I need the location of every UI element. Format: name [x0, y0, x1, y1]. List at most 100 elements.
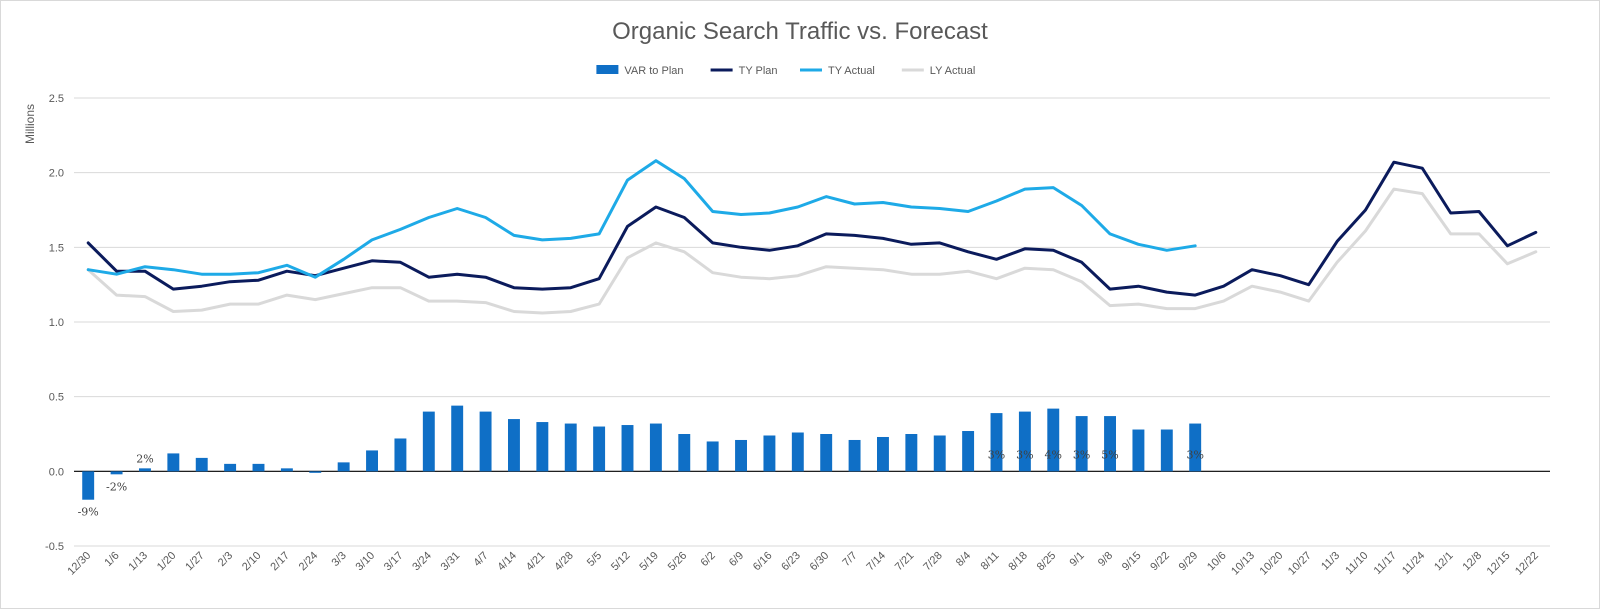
y-axis-label: Millions — [23, 104, 37, 144]
legend-item-var-to-plan: VAR to Plan — [596, 65, 684, 77]
x-tick-label: 10/13 — [1229, 550, 1257, 578]
bar-8-11 — [990, 413, 1003, 472]
x-tick-label: 2/3 — [216, 550, 235, 569]
bar-12-30 — [82, 471, 95, 500]
x-tick-label: 3/24 — [410, 550, 434, 574]
bar-9-15 — [1132, 429, 1145, 472]
x-tick-label: 9/15 — [1120, 550, 1144, 574]
data-label: -9% — [78, 506, 99, 519]
x-tick-label: 7/21 — [893, 550, 917, 574]
x-tick-label: 5/12 — [609, 550, 633, 574]
x-tick-label: 5/5 — [585, 550, 604, 569]
data-label: 2% — [136, 452, 153, 465]
bar-5-12 — [621, 425, 634, 472]
bar-4-14 — [508, 419, 520, 472]
x-tick-label: 8/25 — [1035, 550, 1059, 574]
x-tick-label: 1/13 — [126, 550, 150, 574]
y-tick-label: 1.5 — [49, 242, 64, 254]
bar-1-13 — [139, 468, 151, 472]
line-ty-actual — [86, 159, 1197, 279]
x-tick-label: 3/31 — [439, 550, 463, 574]
x-tick-label: 3/10 — [354, 550, 378, 574]
bar-7-28 — [933, 435, 946, 472]
x-tick-label: 10/6 — [1205, 550, 1229, 574]
x-tick-label: 1/20 — [155, 550, 179, 574]
data-label: 5% — [1101, 448, 1118, 461]
data-label: 3% — [1073, 448, 1090, 461]
bar-4-21 — [536, 422, 549, 472]
var-to-plan-bars — [82, 405, 1202, 500]
x-tick-label: 10/27 — [1286, 550, 1314, 578]
legend-item-ly-actual: LY Actual — [901, 65, 975, 77]
bar-2-10 — [252, 463, 265, 472]
gridlines — [74, 97, 1550, 547]
x-tick-label: 6/16 — [751, 550, 775, 574]
x-tick-label: 8/18 — [1006, 550, 1030, 574]
legend-label: TY Plan — [739, 65, 778, 77]
data-label: 3% — [1016, 448, 1033, 461]
bar-6-2 — [706, 441, 719, 472]
bar-4-28 — [564, 423, 577, 472]
bar-1-27 — [195, 457, 208, 472]
x-tick-label: 9/1 — [1067, 550, 1086, 569]
legend-item-ty-plan: TY Plan — [710, 65, 778, 77]
x-tick-label: 11/10 — [1343, 550, 1370, 577]
x-tick-label: 3/17 — [382, 550, 406, 574]
bar-2-17 — [280, 468, 293, 472]
bar-2-3 — [224, 463, 237, 472]
legend-label: LY Actual — [930, 65, 975, 77]
bar-3-24 — [422, 411, 435, 472]
data-label: 3% — [1186, 448, 1203, 461]
bar-5-19 — [649, 423, 662, 472]
bar-9-1 — [1075, 416, 1088, 472]
data-label: 3% — [988, 448, 1005, 461]
x-tick-label: 1/6 — [102, 550, 121, 569]
bar-1-20 — [167, 453, 180, 472]
x-tick-label: 4/28 — [552, 550, 576, 574]
x-tick-label: 10/20 — [1258, 550, 1286, 578]
x-tick-label: 9/22 — [1148, 550, 1172, 574]
x-tick-label: 8/11 — [979, 550, 1002, 573]
bar-5-5 — [593, 426, 606, 472]
bar-4-7 — [479, 411, 492, 472]
x-tick-label: 8/4 — [954, 550, 973, 569]
legend-label: VAR to Plan — [624, 65, 683, 77]
x-tick-label: 4/7 — [471, 550, 490, 569]
x-tick-label: 12/8 — [1461, 550, 1485, 574]
x-tick-label: 12/1 — [1432, 550, 1456, 574]
x-tick-label: 7/28 — [921, 550, 945, 574]
x-tick-label: 11/3 — [1319, 550, 1342, 573]
bar-8-25 — [1047, 408, 1060, 472]
bar-2-24 — [309, 471, 322, 473]
bar-3-10 — [366, 450, 378, 472]
y-tick-label: -0.5 — [45, 541, 64, 553]
bar-8-18 — [1018, 411, 1031, 472]
y-tick-label: 0.0 — [49, 466, 64, 478]
bar-7-7 — [848, 439, 861, 472]
bar-5-26 — [678, 434, 691, 472]
chart-title: Organic Search Traffic vs. Forecast — [612, 18, 988, 45]
line-ty-plan — [86, 160, 1538, 297]
line-ly-actual — [86, 187, 1538, 315]
y-tick-label: 1.0 — [49, 317, 64, 329]
x-tick-label: 6/30 — [808, 550, 832, 574]
x-tick-label: 2/10 — [240, 550, 264, 574]
x-axis-ticks: 12/30 1/6 1/13 1/20 1/27 2/3 2/10 2/17 2/24 3/3 3/… — [65, 550, 1541, 578]
x-tick-label: 6/23 — [779, 550, 803, 574]
x-tick-label: 7/14 — [864, 550, 888, 574]
bar-3-17 — [394, 438, 407, 472]
y-tick-label: 2.0 — [49, 168, 64, 180]
x-tick-label: 6/2 — [698, 550, 717, 569]
y-axis-ticks: -0.5 0.0 0.5 1.0 1.5 2.0 2.5 — [45, 93, 64, 553]
series-lines — [86, 159, 1538, 315]
data-label: -2% — [106, 480, 127, 493]
x-tick-label: 9/8 — [1096, 550, 1115, 569]
bar-9-8 — [1104, 416, 1116, 472]
x-tick-label: 12/15 — [1485, 550, 1513, 578]
x-tick-label: 1/27 — [183, 550, 207, 574]
y-tick-label: 0.5 — [49, 392, 64, 404]
x-tick-label: 3/3 — [329, 550, 348, 569]
legend-swatch — [596, 65, 619, 74]
